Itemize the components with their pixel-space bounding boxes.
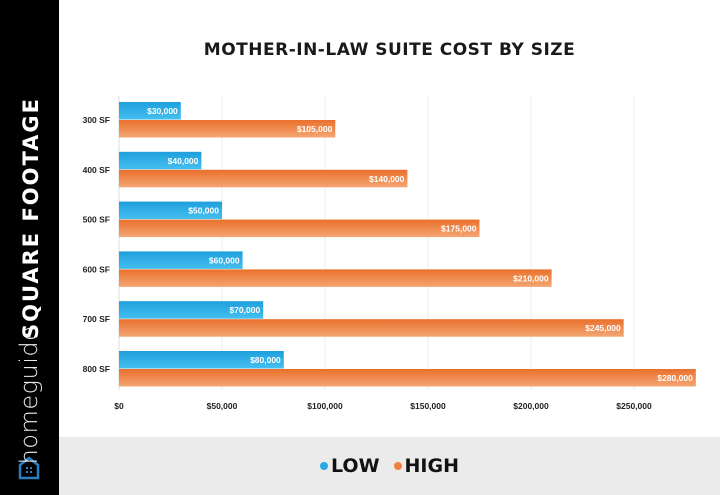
x-tick-label: $50,000	[207, 401, 238, 411]
legend-swatch-high	[393, 462, 402, 470]
data-label-high: $105,000	[297, 124, 333, 134]
y-tick-label: 600 SF	[83, 264, 110, 274]
x-tick-label: $150,000	[410, 401, 446, 411]
y-tick-label: 400 SF	[83, 165, 110, 175]
x-tick-label: $200,000	[513, 401, 549, 411]
bar-low	[119, 251, 243, 269]
legend-label-low: LOW	[330, 455, 380, 477]
legend-item-low: LOW	[319, 455, 380, 477]
bar-low	[119, 201, 222, 220]
chart-title: MOTHER-IN-LAW SUITE COST BY SIZE	[203, 40, 576, 60]
home-icon	[18, 456, 40, 480]
data-label-low: $40,000	[168, 156, 199, 166]
bar-high	[119, 369, 696, 387]
y-tick-label: 300 SF	[83, 115, 110, 125]
data-label-low: $70,000	[229, 305, 260, 315]
bar-low	[119, 301, 264, 319]
data-label-high: $175,000	[441, 224, 477, 234]
bar-low	[119, 351, 284, 369]
x-tick-label: $100,000	[307, 401, 343, 411]
x-tick-label: $250,000	[616, 401, 652, 411]
data-label-low: $80,000	[250, 355, 281, 365]
x-tick-label: $0	[114, 401, 124, 411]
legend: LOW HIGH	[59, 437, 720, 495]
data-label-low: $60,000	[209, 255, 240, 265]
data-label-high: $280,000	[657, 373, 693, 383]
bar-low	[119, 102, 181, 120]
bar-high	[119, 319, 624, 337]
legend-label-high: HIGH	[404, 455, 459, 477]
data-label-high: $245,000	[585, 323, 621, 333]
bar-high	[119, 120, 336, 138]
y-tick-label: 500 SF	[83, 215, 110, 225]
data-label-low: $50,000	[188, 206, 219, 216]
bar-chart: $0 $50,000 $100,000 $150,000 $200,000 $250,00…	[83, 96, 696, 411]
legend-swatch-low	[319, 462, 328, 470]
bar-high	[119, 219, 480, 238]
legend-item-high: HIGH	[393, 455, 459, 477]
bar-high	[119, 269, 552, 287]
data-label-high: $140,000	[369, 174, 405, 184]
y-tick-label: 700 SF	[83, 314, 110, 324]
data-label-high: $210,000	[513, 273, 549, 283]
brand-sidebar: homeguide SQUARE FOOTAGE	[0, 0, 59, 495]
y-tick-label: 800 SF	[83, 364, 110, 374]
bar-low	[119, 151, 202, 170]
bar-high	[119, 169, 408, 188]
data-label-low: $30,000	[147, 106, 178, 116]
